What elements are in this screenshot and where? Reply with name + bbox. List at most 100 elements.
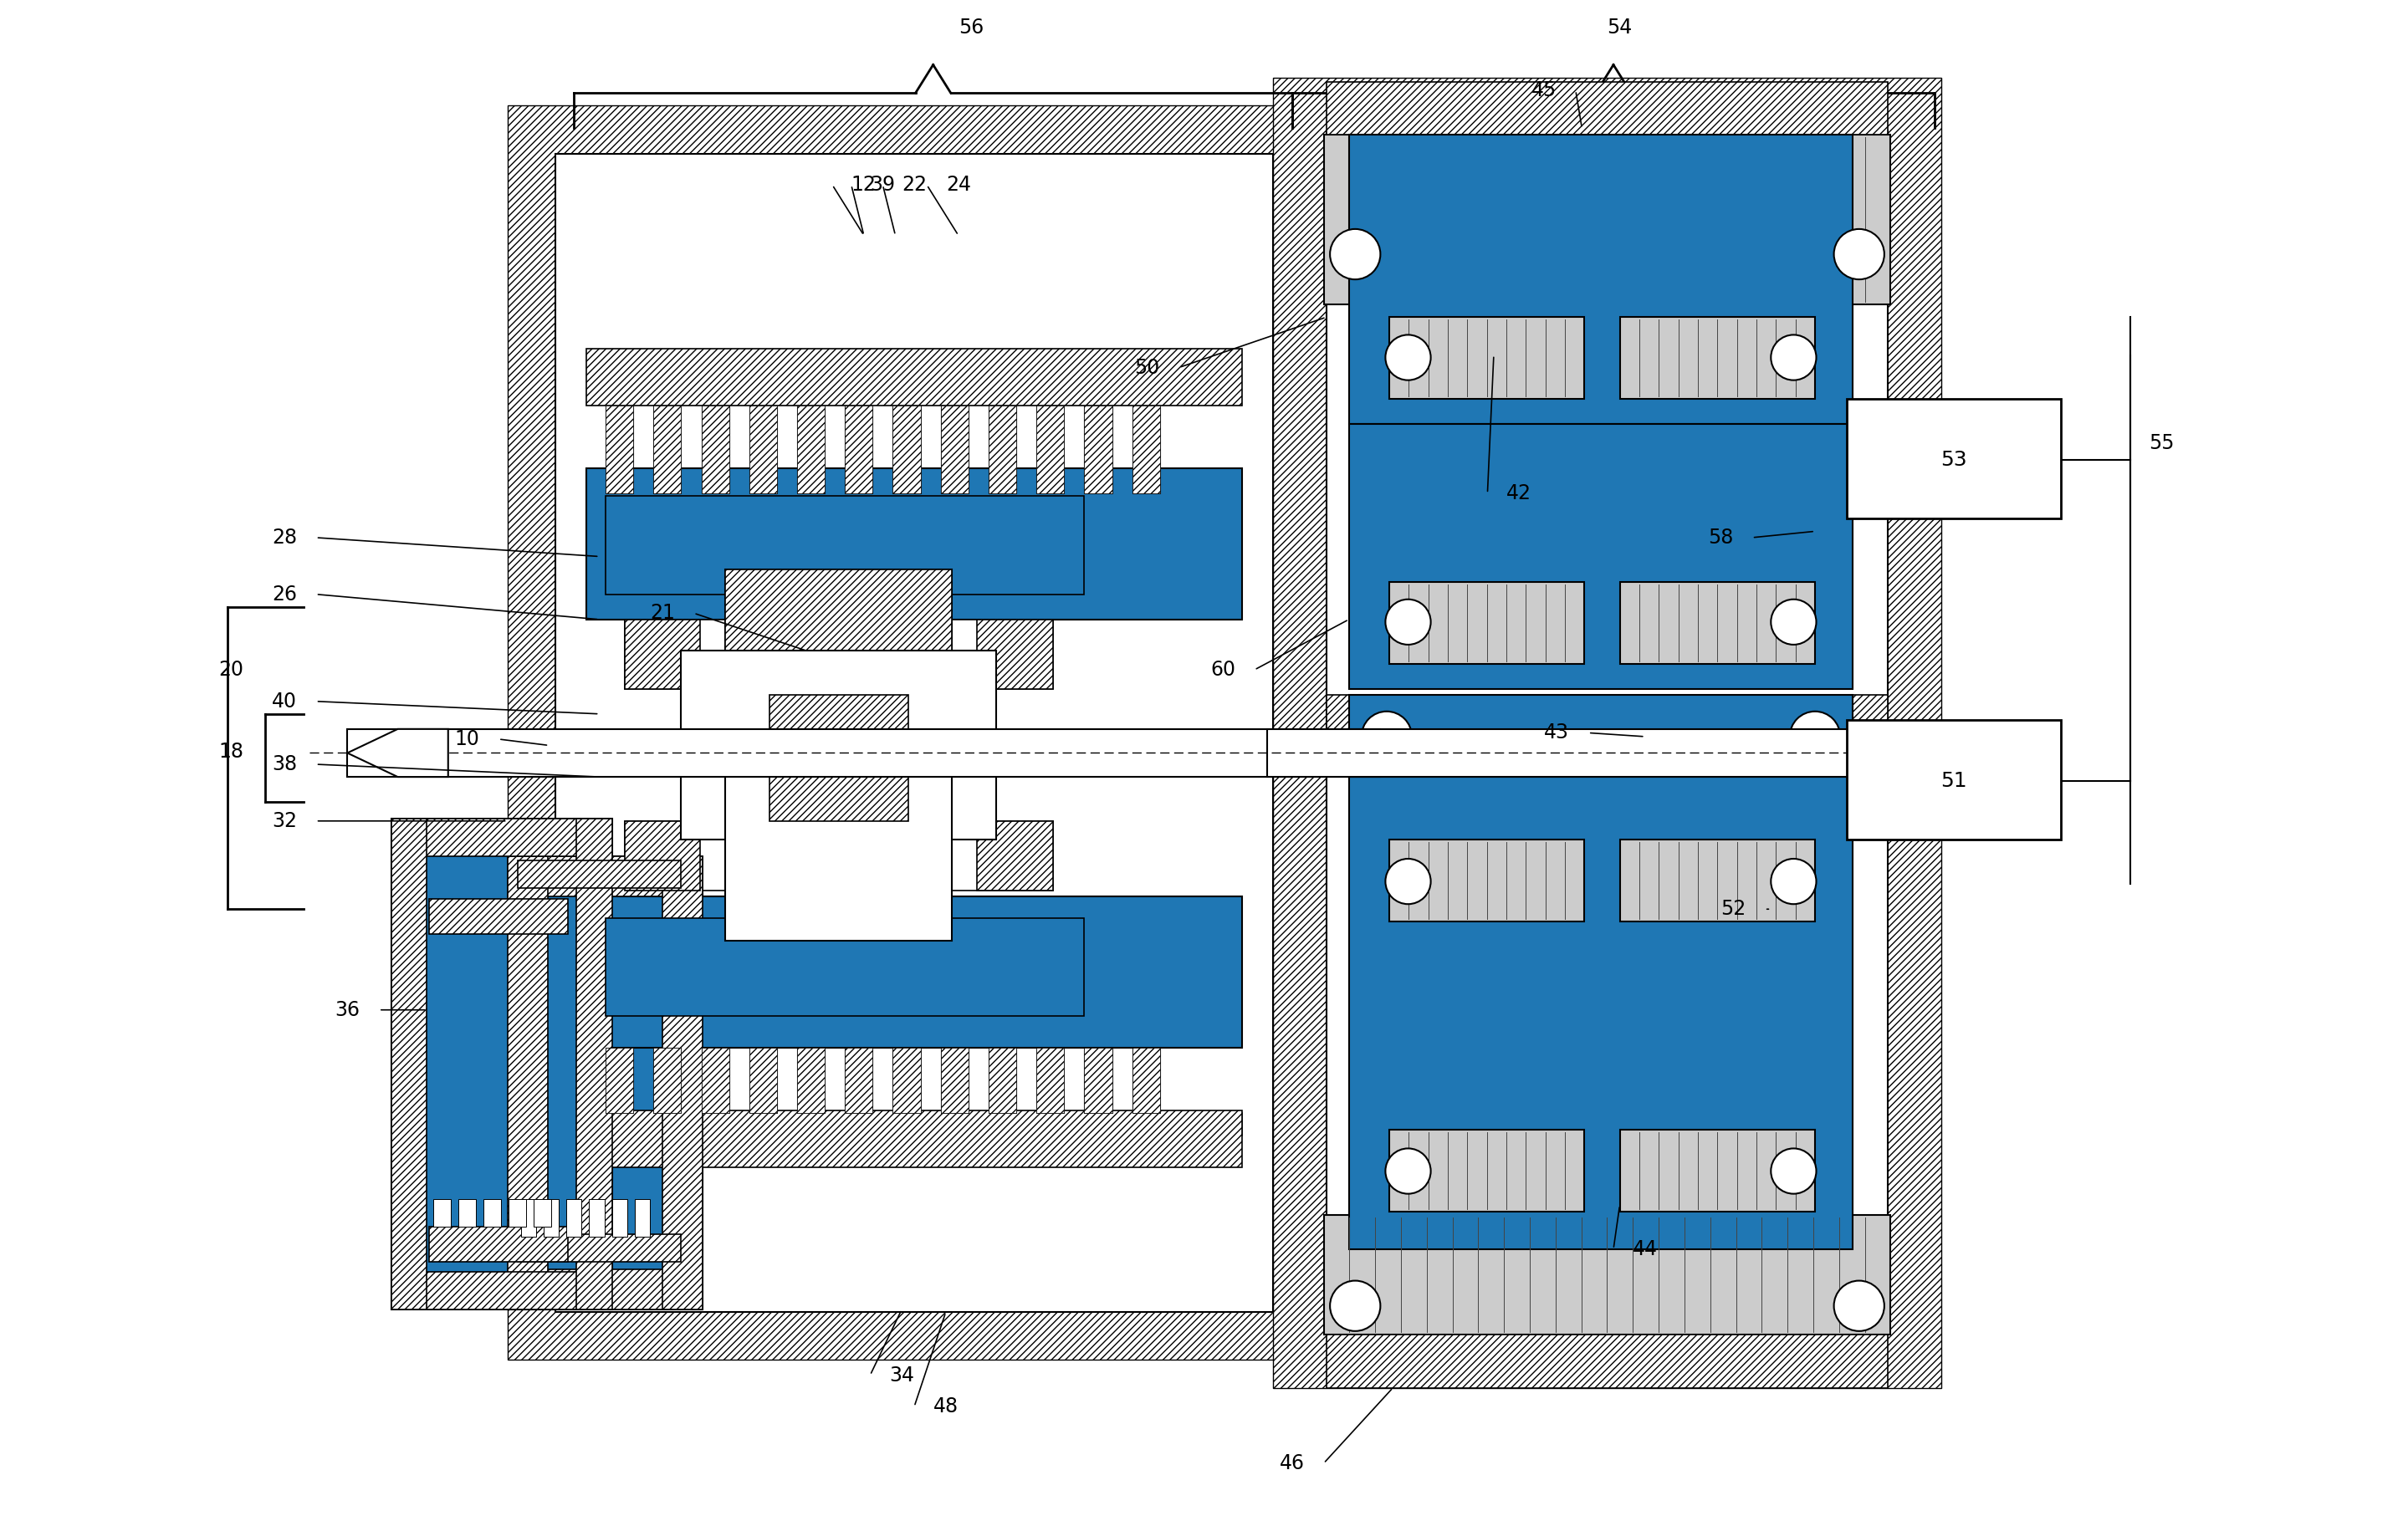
Text: 56: 56 — [958, 18, 982, 38]
Bar — [1132, 405, 1161, 494]
Text: 51: 51 — [1941, 770, 1967, 791]
Bar — [508, 1269, 703, 1310]
Bar — [653, 1048, 681, 1113]
Bar — [1621, 840, 1816, 922]
Bar — [1816, 776, 1852, 1249]
Bar — [990, 1048, 1016, 1113]
Bar — [845, 1048, 872, 1113]
Bar — [1348, 776, 1852, 1249]
Bar — [1389, 1129, 1584, 1211]
Bar — [1132, 1048, 1161, 1113]
Bar — [1813, 135, 1852, 424]
Bar — [347, 729, 1380, 776]
Bar — [544, 1199, 559, 1237]
Text: 43: 43 — [1544, 723, 1570, 743]
Bar — [429, 1226, 568, 1261]
Bar — [1035, 1048, 1064, 1113]
Bar — [1035, 405, 1064, 494]
Bar — [1348, 135, 1389, 424]
Bar — [484, 1199, 501, 1226]
Circle shape — [1770, 599, 1816, 644]
Bar — [508, 857, 703, 896]
Text: 36: 36 — [335, 1001, 359, 1020]
Text: 60: 60 — [1211, 659, 1235, 679]
Bar — [1389, 582, 1584, 664]
Bar — [990, 405, 1016, 494]
Bar — [942, 405, 968, 494]
Bar — [725, 568, 951, 746]
Bar — [604, 496, 807, 594]
Bar — [893, 1048, 920, 1113]
Bar — [797, 405, 826, 494]
Bar — [701, 405, 730, 494]
Circle shape — [1770, 858, 1816, 904]
Bar — [725, 764, 951, 940]
Bar — [1348, 384, 1852, 424]
Bar — [893, 1048, 920, 1113]
Text: 58: 58 — [1707, 528, 1734, 547]
Text: 38: 38 — [272, 755, 296, 775]
Circle shape — [1329, 229, 1380, 279]
Text: 18: 18 — [219, 741, 243, 761]
Bar — [1327, 694, 1888, 776]
Bar — [636, 1199, 650, 1237]
Bar — [701, 1048, 730, 1113]
Bar — [429, 899, 568, 934]
Bar — [508, 1199, 527, 1226]
Bar — [845, 405, 872, 494]
Bar — [1084, 405, 1112, 494]
Bar — [604, 496, 1084, 594]
Bar — [1816, 424, 1852, 688]
Text: 32: 32 — [272, 811, 296, 831]
Bar — [588, 349, 1243, 405]
Text: 34: 34 — [889, 1364, 915, 1386]
Bar — [884, 496, 1084, 594]
Text: 44: 44 — [1633, 1239, 1657, 1260]
Bar — [624, 822, 1052, 890]
Text: 26: 26 — [272, 584, 296, 605]
Text: 55: 55 — [2148, 434, 2174, 453]
Bar — [1348, 136, 1852, 176]
Bar — [576, 819, 612, 1310]
Text: 53: 53 — [1941, 449, 1967, 470]
Bar — [978, 822, 1052, 890]
Text: 48: 48 — [934, 1396, 958, 1416]
Bar — [604, 1048, 633, 1113]
Bar — [1327, 1334, 1888, 1387]
Bar — [1324, 1216, 1890, 1334]
Bar — [653, 1048, 681, 1113]
Bar — [653, 405, 681, 494]
Polygon shape — [347, 729, 448, 776]
Bar — [797, 1048, 826, 1113]
Bar — [749, 1048, 778, 1113]
Text: 24: 24 — [946, 174, 970, 196]
Bar — [588, 1113, 1243, 1135]
Bar — [845, 1048, 872, 1113]
Bar — [1348, 424, 1387, 688]
Bar — [990, 1048, 1016, 1113]
Bar — [1348, 1211, 1852, 1249]
Bar — [1348, 424, 1852, 462]
Bar — [701, 1048, 730, 1113]
Circle shape — [1789, 711, 1840, 761]
Text: 50: 50 — [1134, 358, 1161, 377]
Text: 45: 45 — [1531, 80, 1558, 100]
Bar — [942, 405, 968, 494]
Bar — [1348, 776, 1852, 814]
Bar — [701, 405, 730, 494]
Bar — [797, 405, 826, 494]
Bar — [771, 776, 908, 822]
Bar — [990, 405, 1016, 494]
Text: 28: 28 — [272, 528, 296, 547]
Text: 46: 46 — [1279, 1454, 1305, 1474]
Bar — [535, 1199, 551, 1226]
Bar — [508, 857, 547, 1310]
Bar — [1132, 1048, 1161, 1113]
Circle shape — [1385, 858, 1430, 904]
Circle shape — [1385, 1149, 1430, 1193]
Text: 52: 52 — [1719, 899, 1746, 919]
Bar — [1267, 729, 1922, 776]
Bar — [978, 620, 1052, 688]
Bar — [604, 919, 807, 1016]
Bar — [508, 857, 703, 1310]
